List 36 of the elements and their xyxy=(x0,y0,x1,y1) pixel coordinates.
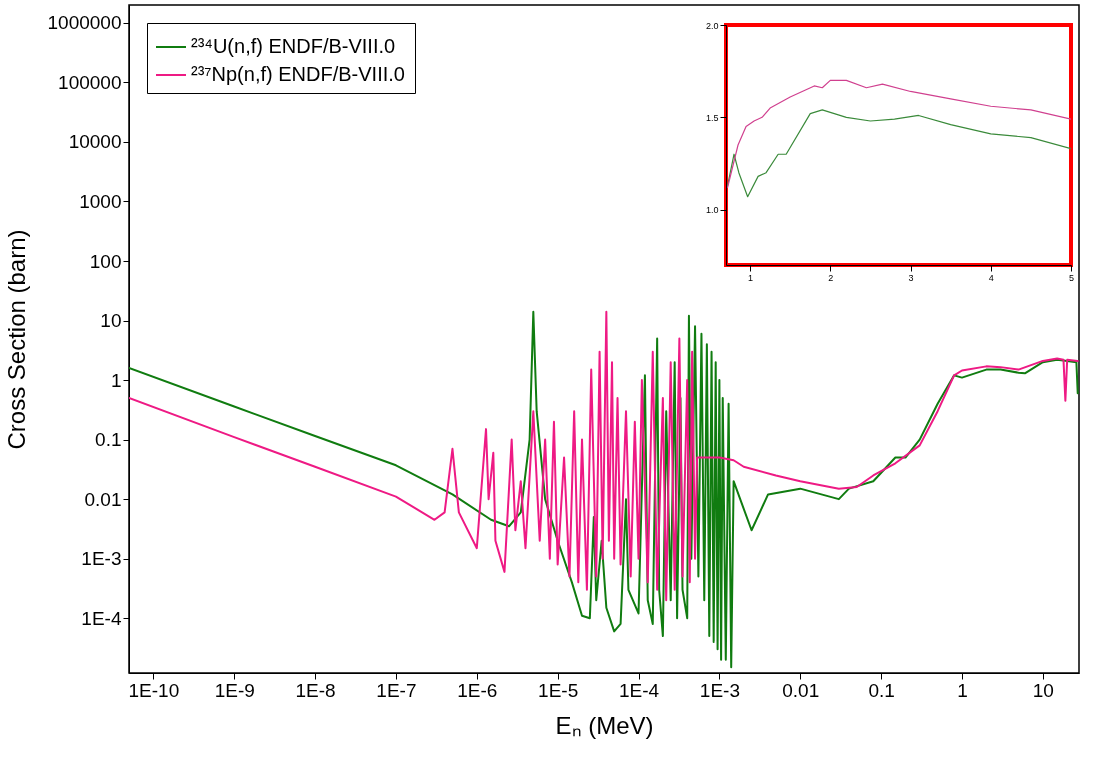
x-tick-label: 2 xyxy=(828,272,834,283)
y-tick-label: 1000000 xyxy=(47,12,122,34)
y-tick-label: 10000 xyxy=(68,131,122,153)
x-tick-label: 1E-5 xyxy=(538,679,579,701)
y-tick-label: 0.01 xyxy=(84,488,122,510)
x-tick-label: 1E-8 xyxy=(295,679,336,701)
line-series xyxy=(727,79,1071,189)
x-tick-label: 5 xyxy=(1068,272,1075,283)
y-tick-label: 2.0 xyxy=(705,20,719,31)
y-tick-label: 1E-4 xyxy=(81,607,122,629)
y-tick-label: 1 xyxy=(110,369,122,391)
x-tick-label: 10 xyxy=(1032,679,1054,701)
x-tick-label: 1E-4 xyxy=(618,679,660,701)
x-tick-label: 1 xyxy=(957,679,968,701)
y-tick-label: 1E-3 xyxy=(81,548,122,570)
x-tick-label: 1 xyxy=(748,272,754,283)
legend-label: ²³⁴U(n,f) ENDF/B-VIII.0 xyxy=(191,35,396,57)
y-tick-label: 10 xyxy=(100,310,122,332)
x-tick-label: 0.01 xyxy=(782,679,820,701)
y-axis-title: Cross Section (barn) xyxy=(2,229,30,450)
x-tick-label: 1E-6 xyxy=(457,679,498,701)
x-tick-label: 4 xyxy=(988,272,994,283)
y-tick-label: 0.1 xyxy=(95,429,122,451)
x-tick-label: 1E-9 xyxy=(214,679,255,701)
line-series xyxy=(727,109,1071,198)
y-tick-label: 1000 xyxy=(79,191,122,212)
x-tick-label: 0.1 xyxy=(868,679,895,701)
y-tick-label: 100000 xyxy=(58,71,122,93)
y-tick-label: 1.0 xyxy=(705,205,719,216)
y-tick-label: 1.5 xyxy=(705,112,719,123)
x-tick-label: 1E-10 xyxy=(128,679,180,701)
legend-label: ²³⁷Np(n,f) ENDF/B-VIII.0 xyxy=(191,63,405,85)
y-tick-label: 100 xyxy=(89,250,122,272)
x-axis-title: Eₙ (MeV) xyxy=(555,711,654,739)
x-tick-label: 3 xyxy=(908,272,914,283)
x-tick-label: 1E-7 xyxy=(376,679,417,701)
